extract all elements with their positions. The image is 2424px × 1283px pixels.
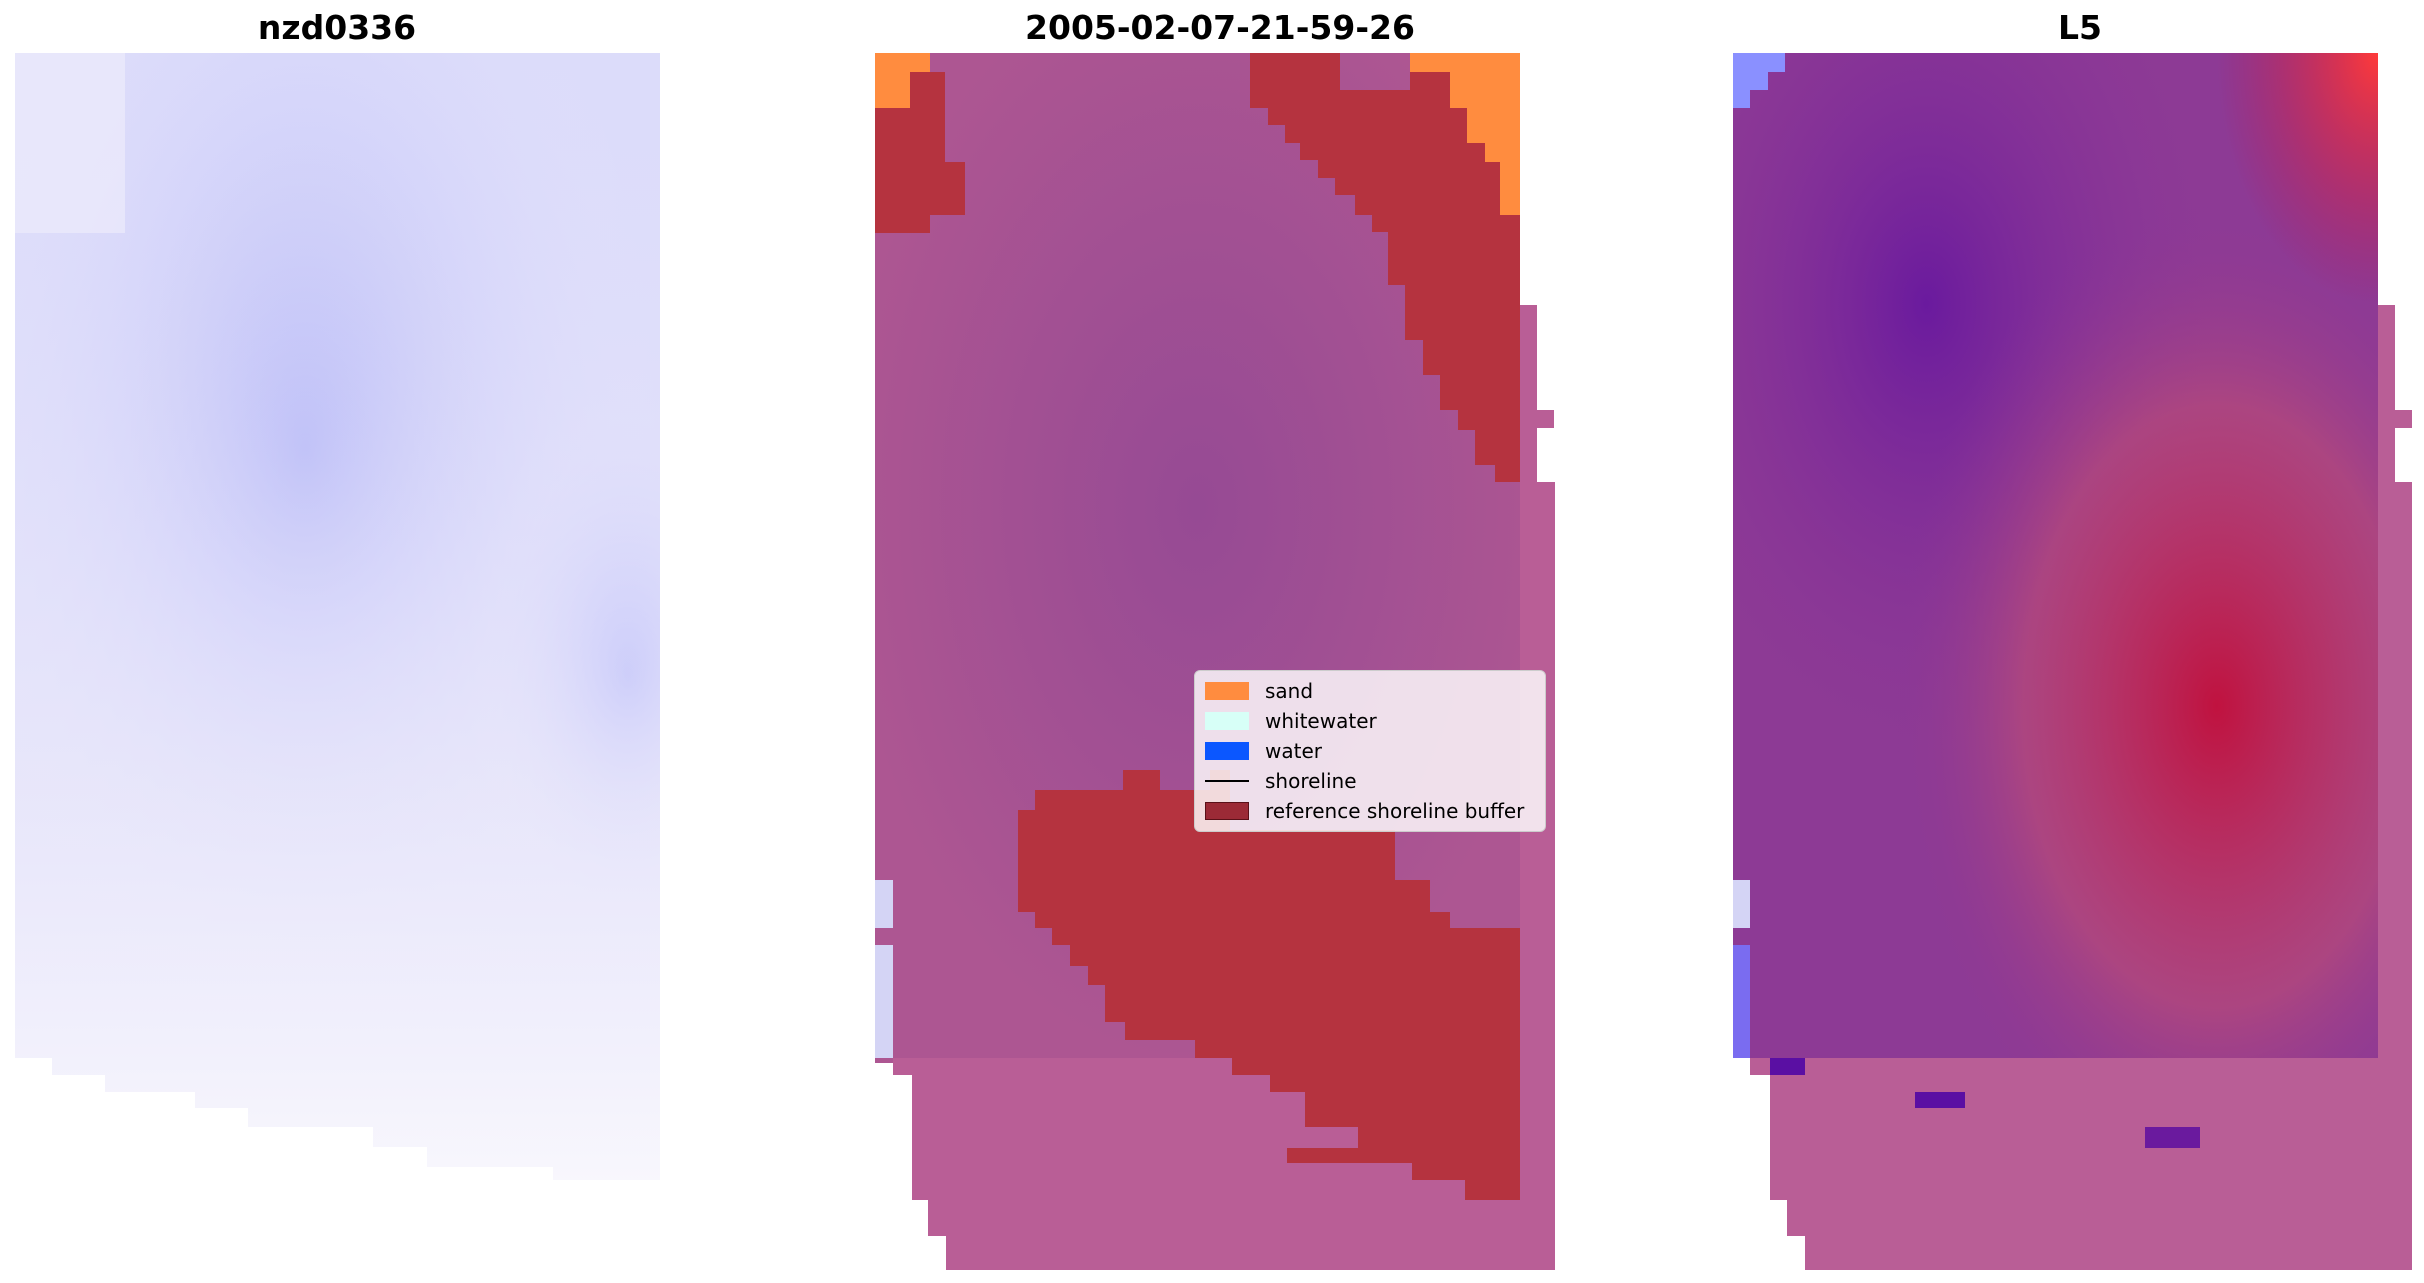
panel-3-title: L5 xyxy=(2058,8,2102,47)
legend-swatch-sand xyxy=(1205,682,1249,700)
legend-line-shoreline xyxy=(1205,780,1249,782)
legend-item-whitewater: whitewater xyxy=(1205,709,1377,733)
legend-item-reference-shoreline-buffer: reference shoreline buffer xyxy=(1205,799,1524,823)
panel-1-title: nzd0336 xyxy=(257,8,417,47)
legend-item-sand: sand xyxy=(1205,679,1313,703)
legend-item-water: water xyxy=(1205,739,1322,763)
legend: sand whitewater water shoreline referenc… xyxy=(1194,670,1546,832)
legend-label-whitewater: whitewater xyxy=(1265,709,1377,733)
legend-label-shoreline: shoreline xyxy=(1265,769,1357,793)
legend-swatch-whitewater xyxy=(1205,712,1249,730)
legend-label-reference-shoreline-buffer: reference shoreline buffer xyxy=(1265,799,1525,823)
legend-swatch-reference-shoreline-buffer xyxy=(1205,802,1249,820)
legend-item-shoreline: shoreline xyxy=(1205,769,1357,793)
panel-2-title: 2005-02-07-21-59-26 xyxy=(1025,8,1415,47)
legend-swatch-water xyxy=(1205,742,1249,760)
legend-label-sand: sand xyxy=(1265,679,1314,703)
legend-label-water: water xyxy=(1265,739,1322,763)
